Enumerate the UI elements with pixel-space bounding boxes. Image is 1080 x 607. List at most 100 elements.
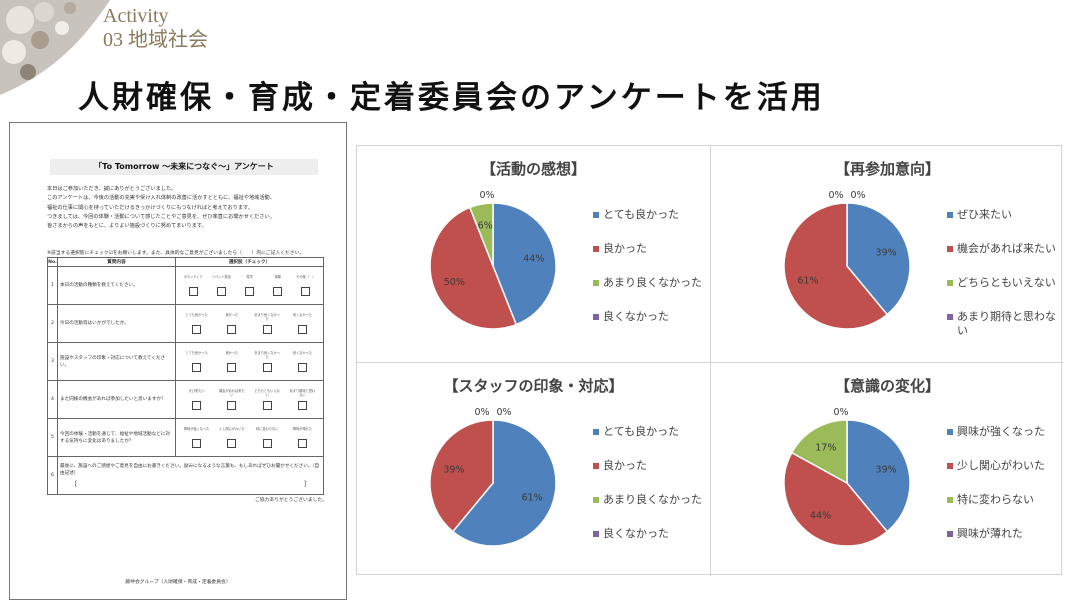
option-label: あまり良くなかった bbox=[254, 351, 280, 359]
intro-line: 福祉の仕事に関心を持っていただけるきっかけづくりにもつなげればと考えております。 bbox=[47, 204, 253, 211]
option-checkbox[interactable] bbox=[216, 287, 226, 296]
legend-item: 良かった bbox=[593, 459, 705, 473]
free-answer-cell[interactable]: 最後に、施設へのご感想やご意見を自由にお書きください。励みになるような言葉も、も… bbox=[57, 456, 324, 495]
legend-swatch bbox=[593, 314, 599, 320]
question-number: 2 bbox=[47, 304, 58, 343]
option-checkbox[interactable] bbox=[297, 363, 307, 372]
option-label: 機会があれば来たい bbox=[219, 389, 245, 397]
question-text: 本日の活動の種類を教えてください。 bbox=[57, 266, 176, 305]
thanks-text: ご協力ありがとうございました。 bbox=[255, 498, 327, 503]
legend-swatch bbox=[593, 212, 599, 218]
legend-swatch bbox=[593, 280, 599, 286]
legend-item: 少し関心がわいた bbox=[947, 459, 1059, 473]
slice-label: 61% bbox=[797, 276, 818, 287]
option-label: 良くなかった bbox=[292, 351, 312, 355]
option-label: イベント参加 bbox=[211, 275, 231, 279]
legend-item: あまり良くなかった bbox=[593, 493, 705, 507]
slice-label: 39% bbox=[876, 464, 897, 475]
pie-chart-return-intent: 39% 61% 0% 0% 【再参加意向】 ぜひ来たい 機会があれば来たい どちらともいえ… bbox=[711, 146, 1064, 361]
option-checkbox[interactable] bbox=[227, 325, 237, 334]
option-checkbox[interactable] bbox=[301, 287, 311, 296]
pie-svg: 39% 44% 17% 0% bbox=[783, 407, 911, 547]
legend-item: どちらともいえない bbox=[947, 276, 1059, 290]
legend-label: あまり良くなかった bbox=[603, 276, 702, 289]
legend-swatch bbox=[593, 463, 599, 469]
slice-label: 50% bbox=[444, 277, 465, 288]
question-options: とても良かった 良かった あまり良くなかった 良くなかった bbox=[175, 304, 324, 343]
legend-item: ぜひ来たい bbox=[947, 208, 1059, 222]
legend-item: 興味が薄れた bbox=[947, 527, 1059, 541]
question-text: また同様の機会があれば参加したいと思いますか？ bbox=[57, 380, 176, 419]
legend-swatch bbox=[593, 497, 599, 503]
slice-label: 0% bbox=[479, 190, 494, 201]
bracket-close: 〕 bbox=[304, 480, 311, 488]
activity-heading: Activity bbox=[103, 5, 169, 27]
legend-item: 良くなかった bbox=[593, 527, 705, 541]
question-number: 6 bbox=[47, 456, 58, 495]
pie-slice bbox=[846, 419, 911, 533]
table-header-row: No. 質問内容 選択肢（チェック） bbox=[47, 257, 324, 267]
option-label: あまり良くなかった bbox=[254, 313, 280, 321]
slice-label: 6% bbox=[478, 221, 493, 232]
chart-title: 【意識の変化】 bbox=[834, 377, 940, 395]
slice-label: 17% bbox=[815, 443, 836, 454]
questionnaire-instruction: ※該当する選択肢にチェック☑をお願いします。また、具体的なご意見がございましたら… bbox=[47, 251, 305, 256]
legend-item: 特に変わらない bbox=[947, 493, 1059, 507]
pie-slice bbox=[492, 202, 557, 326]
legend-swatch bbox=[593, 531, 599, 537]
option-label: 特に変わらない bbox=[255, 427, 279, 431]
option-checkbox[interactable] bbox=[192, 401, 202, 410]
legend-label: あまり期待と思わない bbox=[957, 310, 1056, 337]
question-number: 4 bbox=[47, 380, 58, 419]
table-row: 6 最後に、施設へのご感想やご意見を自由にお書きください。励みになるような言葉も… bbox=[47, 456, 324, 495]
intro-line: 本日はご参加いただき、誠にありがとうございました。 bbox=[47, 186, 177, 192]
table-row: 4 また同様の機会があれば参加したいと思いますか？ ぜひ来たい 機会があれば来た… bbox=[47, 380, 324, 419]
option-checkbox[interactable] bbox=[262, 363, 272, 372]
legend-label: 良くなかった bbox=[603, 527, 669, 540]
legend-label: とても良かった bbox=[603, 208, 680, 221]
option-label: 見学 bbox=[246, 275, 253, 279]
pie-slice bbox=[429, 419, 494, 533]
question-table: No. 質問内容 選択肢（チェック） 1 本日の活動の種類を教えてください。 ボ… bbox=[47, 257, 324, 495]
question-text: 今日の活動等はいかがでしたか。 bbox=[57, 304, 176, 343]
legend-swatch bbox=[593, 429, 599, 435]
option-checkbox[interactable] bbox=[273, 287, 283, 296]
pie-svg: 44% 50% 6% 0% bbox=[429, 190, 557, 330]
option-checkbox[interactable] bbox=[192, 325, 202, 334]
option-checkbox[interactable] bbox=[262, 401, 272, 410]
option-label: ボランティア bbox=[183, 275, 203, 279]
table-row: 3 施設やスタッフの印象・対応について教えてください。 とても良かった 良かった… bbox=[47, 342, 324, 381]
option-checkbox[interactable] bbox=[192, 363, 202, 372]
pie-svg: 61% 39% 0% 0% bbox=[429, 407, 557, 547]
slice-label: 61% bbox=[522, 493, 543, 504]
slice-label: 44% bbox=[810, 511, 831, 522]
option-checkbox[interactable] bbox=[297, 325, 307, 334]
pie-chart-activity: 44% 50% 6% 0% 【活動の感想】 とても良かった 良かった あまり良くなかった良… bbox=[357, 146, 710, 361]
legend-label: あまり良くなかった bbox=[603, 493, 702, 506]
pie-slice bbox=[783, 202, 889, 330]
option-checkbox[interactable] bbox=[227, 401, 237, 410]
option-checkbox[interactable] bbox=[188, 287, 198, 296]
option-label: その他（ ） bbox=[296, 275, 316, 279]
option-checkbox[interactable] bbox=[297, 401, 307, 410]
document-footer: 藤仲会グループ（人財確保・育成・定着委員会） bbox=[125, 580, 231, 585]
option-checkbox[interactable] bbox=[227, 363, 237, 372]
intro-line: このアンケートは、今後の活動の充実や受け入れ体制の改善に活かすとともに、福祉や地… bbox=[47, 195, 275, 202]
activity-label: Activity 03 地域社会 bbox=[103, 6, 208, 50]
legend-swatch bbox=[947, 280, 953, 286]
option-label: 良かった bbox=[225, 351, 239, 355]
option-checkbox[interactable] bbox=[262, 439, 272, 448]
option-checkbox[interactable] bbox=[227, 439, 237, 448]
option-checkbox[interactable] bbox=[192, 439, 202, 448]
option-checkbox[interactable] bbox=[244, 287, 254, 296]
question-text: 最後に、施設へのご感想やご意見を自由にお書きください。励みになるような言葉も、も… bbox=[60, 464, 320, 476]
option-checkbox[interactable] bbox=[262, 325, 272, 334]
option-checkbox[interactable] bbox=[297, 439, 307, 448]
pie-slice bbox=[783, 451, 889, 547]
bracket-open: 〔 bbox=[70, 480, 77, 488]
option-label: 体験 bbox=[274, 275, 281, 279]
slice-label: 0% bbox=[828, 190, 843, 201]
legend-label: 良かった bbox=[603, 459, 647, 472]
chart-title: 【活動の感想】 bbox=[480, 160, 586, 178]
slide-title: 人財確保・育成・定着委員会のアンケートを活用 bbox=[78, 80, 825, 116]
